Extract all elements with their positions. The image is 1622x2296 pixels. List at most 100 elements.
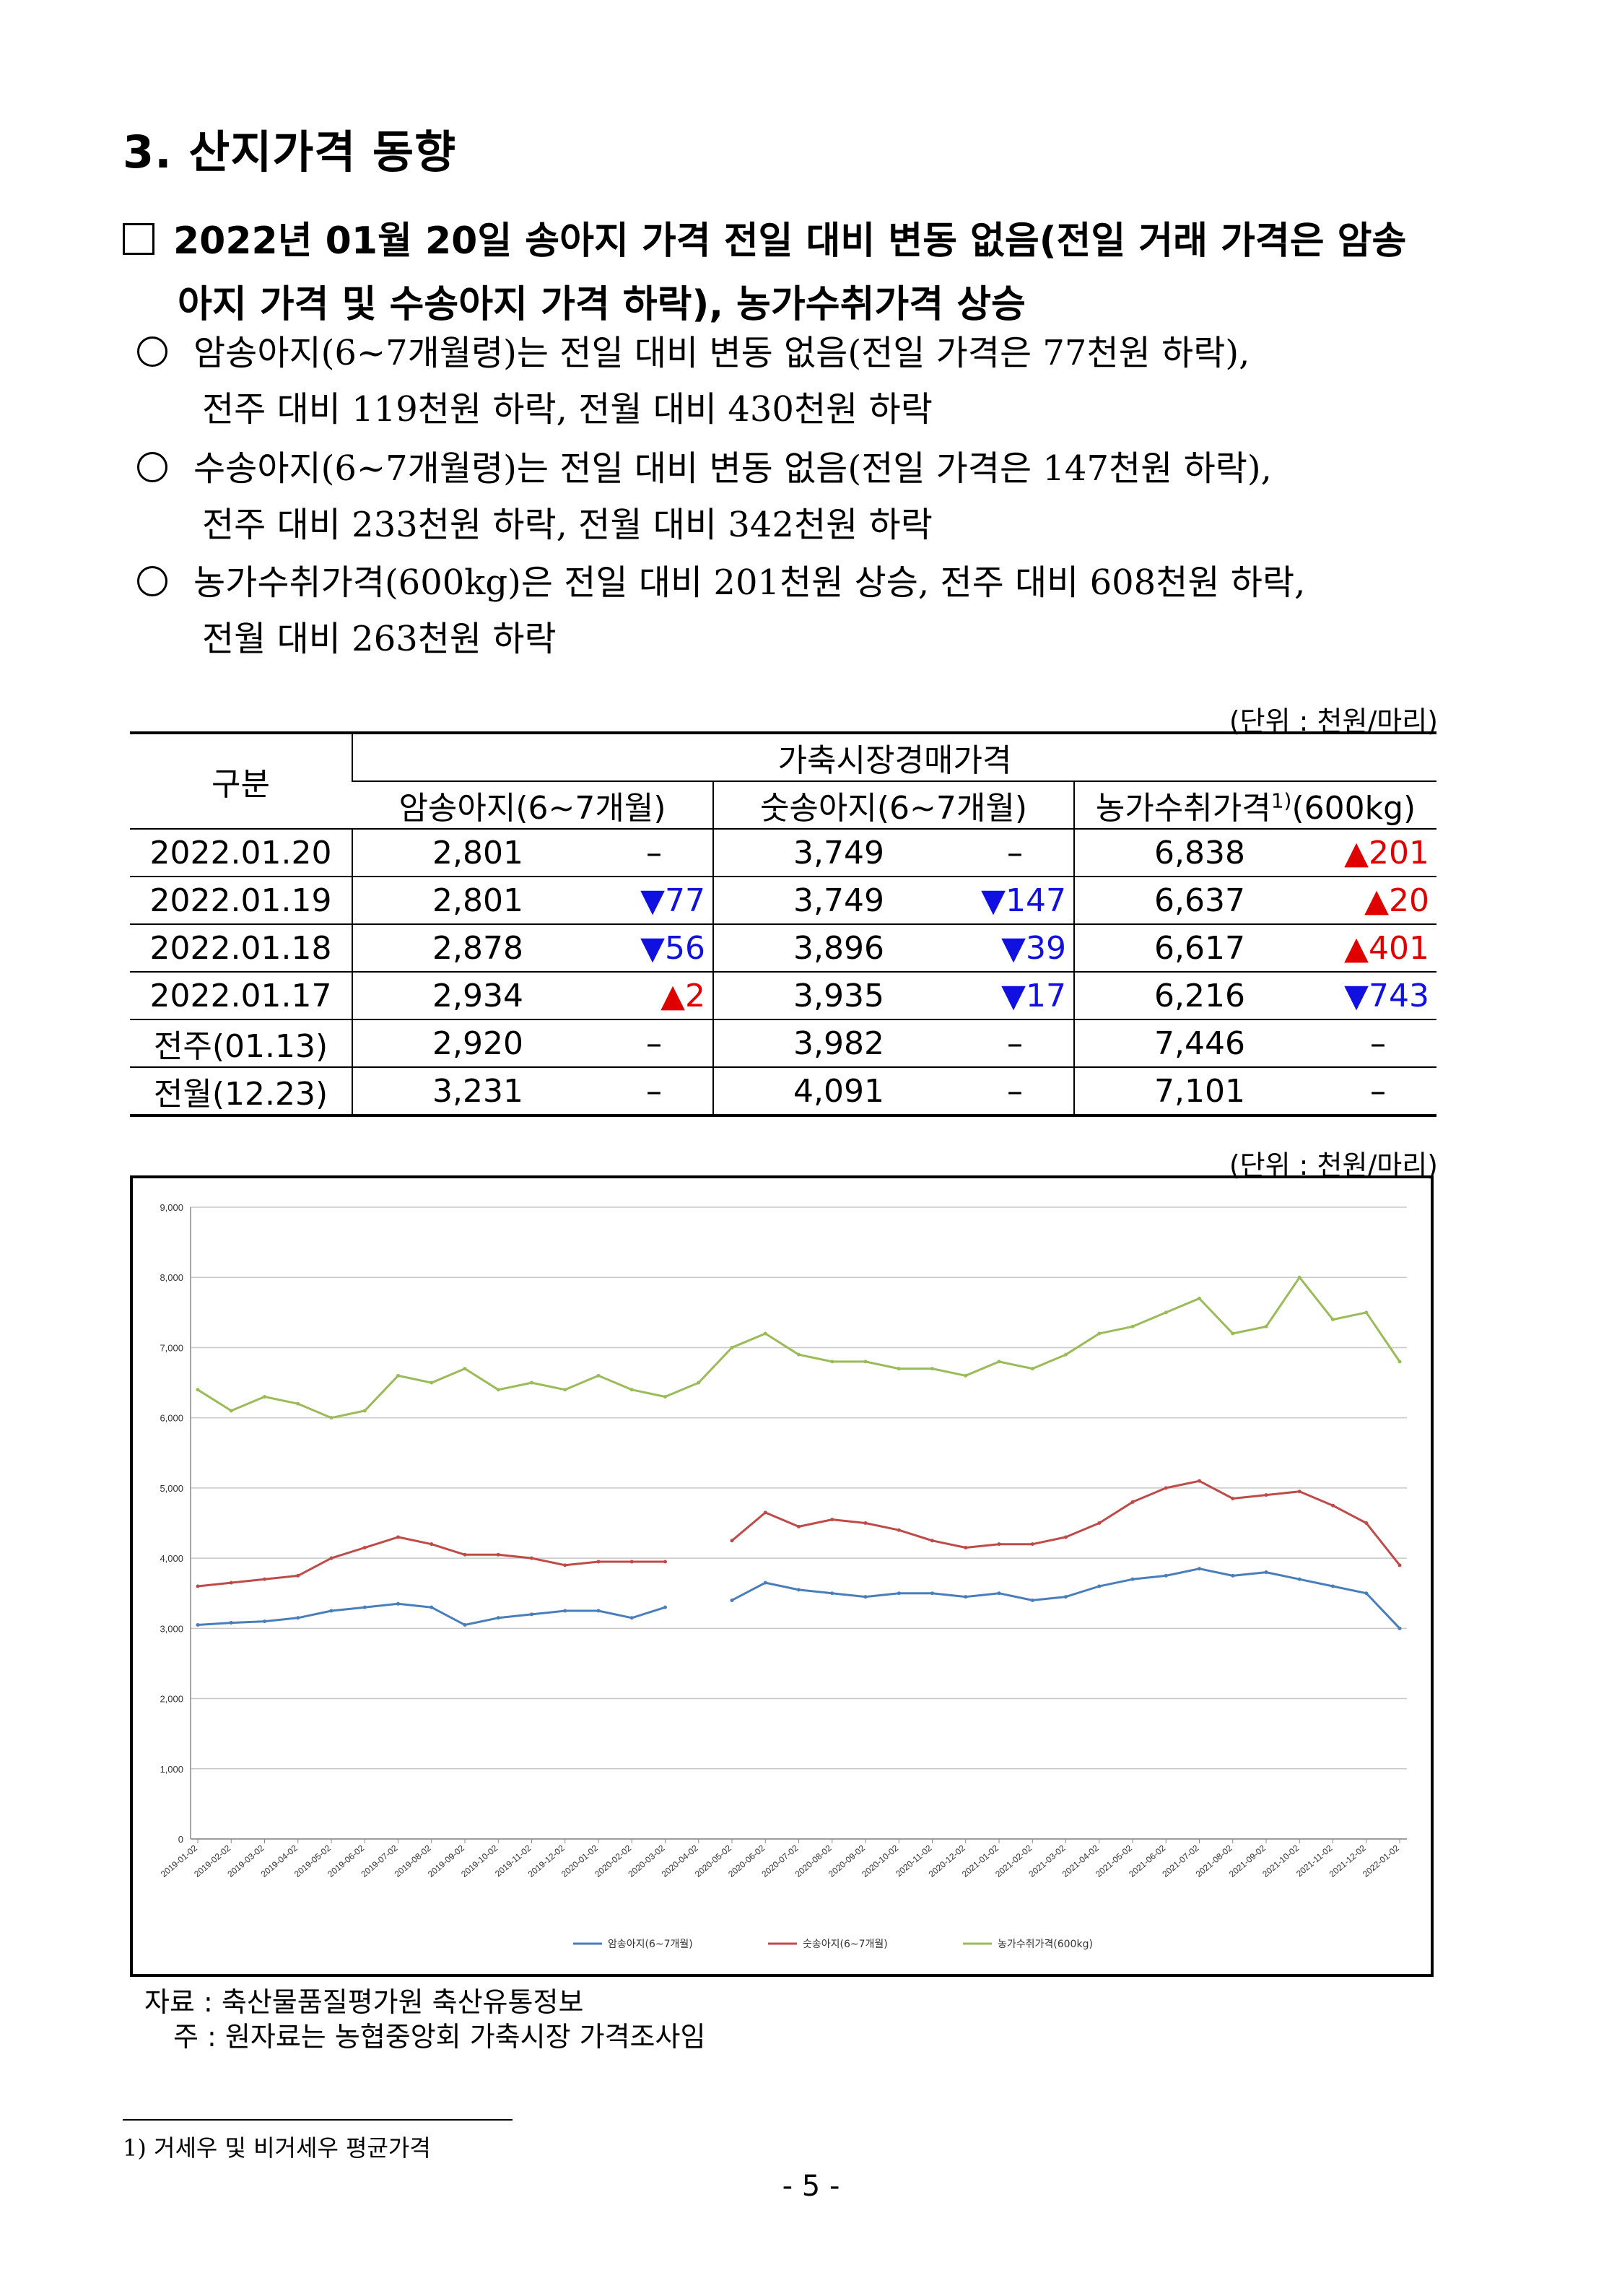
header-farm-tail: (600kg) [1291,790,1416,827]
y-tick-label: 4,000 [160,1553,183,1564]
data-point [730,1598,734,1602]
price-cell: 7,101 – [1073,1066,1436,1117]
y-tick-label: 1,000 [160,1764,183,1775]
data-point [196,1388,200,1392]
header-farm-label: 농가수취가격 [1095,790,1271,827]
data-point [362,1409,367,1413]
table-row: 2022.01.19 2,801 ▼77 3,749 ▼147 6,637 ▲20 [130,876,1436,925]
data-point [1297,1490,1301,1494]
price-cell: 6,617 ▲401 [1073,923,1436,973]
data-point [629,1616,634,1620]
data-point [1030,1367,1034,1371]
data-point [563,1563,567,1567]
row-label: 2022.01.17 [130,971,352,1020]
data-point [396,1373,400,1378]
price-change: ▼147 [981,882,1066,919]
data-point [1331,1584,1335,1588]
data-point [263,1395,266,1399]
table-row: 2022.01.18 2,878 ▼56 3,896 ▼39 6,617 ▲401 [130,923,1436,973]
note-text: 주 : 원자료는 농협중앙회 가축시장 가격조사임 [173,2021,706,2053]
price-cell: 3,896 ▼39 [712,923,1074,973]
price-cell: 3,231 – [352,1066,713,1117]
data-point [1064,1595,1068,1599]
data-point [1164,1573,1168,1578]
data-point [1331,1318,1335,1322]
data-point [964,1373,968,1378]
data-point [329,1556,333,1560]
bullet-line: 수송아지(6~7개월령)는 전일 대비 변동 없음(전일 가격은 147천원 하… [193,448,1272,489]
data-point [1231,1573,1235,1578]
header-group: 구분 [130,731,352,830]
footnote-divider [123,2119,513,2121]
price-cell: 3,749 – [712,828,1074,877]
data-point [897,1591,901,1596]
price-cell: 3,982 – [712,1019,1074,1068]
data-point [797,1588,801,1592]
price-change: ▲201 [1344,834,1429,871]
data-point [1264,1324,1268,1329]
page-number: - 5 - [782,2170,840,2203]
data-point [1030,1542,1034,1547]
price-change: – [1007,1025,1023,1062]
data-point [362,1546,367,1550]
price-change: – [1370,1072,1386,1110]
data-point [463,1622,467,1627]
footnote: 1) 거세우 및 비거세우 평균가격 [123,2134,431,2162]
source-text: 자료 : 축산물품질평가원 축산유통정보 [144,1986,584,2018]
price-value: 6,637 [1154,882,1245,919]
data-point [1364,1591,1369,1596]
data-point [596,1373,601,1378]
circle-bullet-icon [137,566,167,596]
data-point [1164,1486,1168,1490]
price-value: 7,101 [1154,1072,1245,1110]
price-value: 3,982 [793,1025,884,1062]
y-tick-label: 8,000 [160,1272,183,1283]
bullet-line: 전월 대비 263천원 하락 [202,619,557,659]
data-point [830,1591,834,1596]
header-farm: 농가수취가격1)(600kg) [1073,780,1436,830]
circle-bullet-icon [137,452,167,482]
data-point [196,1622,200,1627]
data-point [329,1416,333,1420]
data-point [830,1360,834,1364]
data-point [1331,1503,1335,1508]
price-value: 6,216 [1154,977,1245,1014]
data-point [663,1605,667,1609]
price-change: ▼743 [1344,977,1429,1014]
data-point [1064,1535,1068,1539]
row-label: 전주(01.13) [130,1019,352,1068]
table-row: 2022.01.17 2,934 ▲2 3,935 ▼17 6,216 ▼743 [130,971,1436,1020]
header-male: 숫송아지(6~7개월) [712,780,1074,830]
legend-label: 암송아지(6~7개월) [608,1939,693,1950]
data-point [1198,1296,1201,1300]
data-point [329,1609,333,1613]
data-point [1297,1275,1301,1279]
square-bullet-icon [123,223,154,255]
bullet-line: 농가수취가격(600kg)은 전일 대비 201천원 상승, 전주 대비 608… [193,562,1306,603]
section-heading: 3. 산지가격 동향 [123,126,457,178]
data-point [430,1605,434,1609]
data-point [997,1542,1001,1547]
data-point [997,1591,1001,1596]
data-point [930,1591,934,1596]
data-point [1064,1352,1068,1357]
data-point [596,1609,601,1613]
data-point [930,1367,934,1371]
data-point [730,1345,734,1349]
data-point [697,1380,701,1385]
price-value: 6,838 [1154,834,1245,871]
table-unit: (단위 : 천원/마리) [1229,705,1438,737]
table-row: 전주(01.13) 2,920 – 3,982 – 7,446 – [130,1019,1436,1068]
price-value: 2,934 [432,977,523,1014]
data-point [496,1388,500,1392]
price-value: 3,749 [793,882,884,919]
price-change: ▲401 [1344,929,1429,967]
price-cell: 6,637 ▲20 [1073,876,1436,925]
data-point [1097,1521,1102,1525]
price-change: ▲2 [660,977,705,1014]
price-change: – [646,834,662,871]
price-cell: 2,801 – [352,828,713,877]
data-point [1231,1496,1235,1500]
data-point [897,1528,901,1532]
data-point [1364,1310,1369,1315]
